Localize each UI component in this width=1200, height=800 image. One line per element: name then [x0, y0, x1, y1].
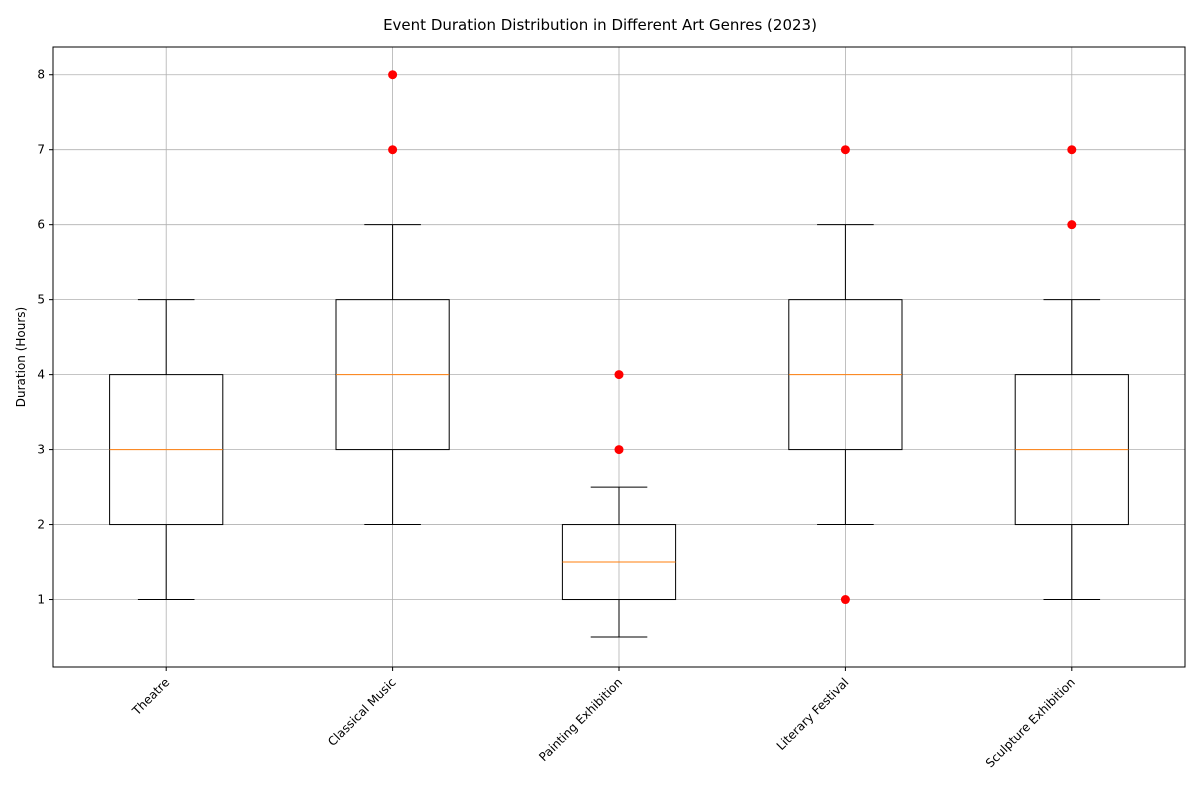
y-axis-label: Duration (Hours) — [14, 307, 28, 407]
box-group — [1014, 145, 1129, 601]
x-tick-label: Sculpture Exhibition — [983, 675, 1078, 770]
y-tick-label: 5 — [37, 293, 45, 307]
box-group — [561, 370, 677, 638]
x-tick-label: Painting Exhibition — [536, 675, 625, 764]
x-tick-label: Classical Music — [325, 675, 399, 749]
grid-layer — [53, 47, 1185, 667]
y-tick-label: 1 — [37, 593, 45, 607]
outlier-point — [840, 595, 850, 605]
outlier-point — [1067, 220, 1077, 230]
box-group — [788, 145, 903, 605]
outlier-point — [614, 370, 624, 380]
y-tick-label: 6 — [37, 218, 45, 232]
box-layer — [109, 70, 1129, 638]
box-group — [109, 299, 224, 601]
outlier-point — [388, 145, 398, 155]
y-tick-label: 8 — [37, 68, 45, 82]
y-tick-label: 4 — [37, 368, 45, 382]
outlier-point — [614, 445, 624, 455]
chart-title: Event Duration Distribution in Different… — [383, 16, 817, 34]
tick-layer: 1 2 3 4 5 6 7 8 Theatre Classical Music Painting E… — [37, 68, 1078, 771]
plot-frame — [52, 46, 1186, 668]
box-group — [335, 70, 450, 526]
y-tick-label: 7 — [37, 143, 45, 157]
outlier-point — [388, 70, 398, 80]
y-tick-label: 2 — [37, 518, 45, 532]
x-tick-label: Literary Festival — [774, 675, 852, 753]
x-tick-label: Theatre — [129, 675, 172, 718]
y-tick-label: 3 — [37, 443, 45, 457]
outlier-point — [1067, 145, 1077, 155]
outlier-point — [840, 145, 850, 155]
